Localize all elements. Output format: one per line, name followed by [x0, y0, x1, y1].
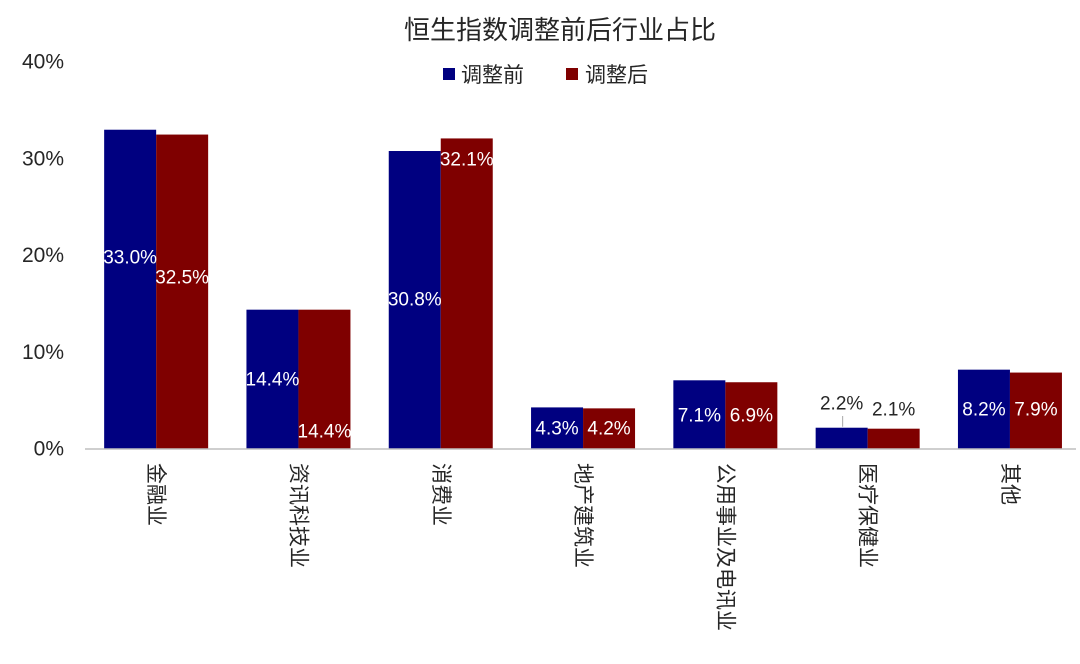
x-tick-label: 资讯科技业 [286, 463, 310, 568]
data-labels: 33.0% 14.4% 30.8% 4.3% 7.1% 2.2% 8.2% 32.5% 14.4… [103, 150, 1057, 443]
bar-after-4 [725, 382, 778, 449]
bar-before-6 [957, 369, 1010, 449]
y-tick-label: 0% [34, 438, 64, 461]
data-label: 7.1% [678, 406, 721, 427]
bar-after-0 [156, 134, 209, 449]
legend-swatch-after [566, 68, 578, 80]
legend-swatch-before [443, 68, 455, 80]
data-label: 30.8% [388, 290, 442, 311]
data-label: 8.2% [962, 400, 1005, 421]
legend-label-after: 调整后 [585, 63, 648, 87]
bar-before-0 [104, 129, 157, 449]
legend: 调整前 调整后 [443, 63, 648, 87]
x-tick-label: 金融业 [144, 463, 168, 526]
x-tick-label: 公用事业及电讯业 [713, 463, 737, 631]
bar-before-1 [246, 309, 299, 449]
bar-after-5 [867, 428, 920, 449]
bar-after-6 [1009, 372, 1062, 449]
y-tick-label: 30% [22, 147, 64, 170]
x-tick-label: 医疗保健业 [856, 463, 880, 568]
data-label: 7.9% [1014, 400, 1057, 421]
data-label: 32.1% [440, 150, 494, 171]
legend-label-before: 调整前 [461, 63, 524, 87]
chart-title: 恒生指数调整前后行业占比 [404, 16, 716, 46]
x-axis: 金融业 资讯科技业 消费业 地产建筑业 公用事业及电讯业 医疗保健业 其他 [85, 448, 1076, 631]
data-label: 6.9% [730, 406, 773, 427]
data-label: 4.2% [587, 419, 630, 440]
data-label: 2.1% [872, 400, 915, 421]
data-label: 2.2% [820, 394, 863, 415]
bar-before-5 [815, 427, 868, 449]
y-tick-label: 40% [22, 51, 64, 74]
y-tick-label: 20% [22, 244, 64, 267]
bar-before-3 [531, 407, 584, 449]
data-label: 32.5% [155, 268, 209, 289]
y-axis: 0% 10% 20% 30% 40% [22, 51, 64, 461]
data-label: 14.4% [246, 370, 300, 391]
bar-after-2 [440, 138, 493, 449]
y-tick-label: 10% [22, 341, 64, 364]
x-tick-label: 地产建筑业 [571, 463, 595, 568]
data-label: 33.0% [103, 248, 157, 269]
bar-after-1 [298, 309, 351, 449]
data-label: 4.3% [535, 419, 578, 440]
bar-after-3 [583, 408, 636, 449]
x-tick-label: 消费业 [429, 463, 453, 526]
data-label: 14.4% [298, 422, 352, 443]
bars [104, 129, 1062, 449]
x-tick-label: 其他 [998, 463, 1022, 505]
bar-before-4 [673, 380, 726, 449]
bar-before-2 [388, 151, 441, 449]
